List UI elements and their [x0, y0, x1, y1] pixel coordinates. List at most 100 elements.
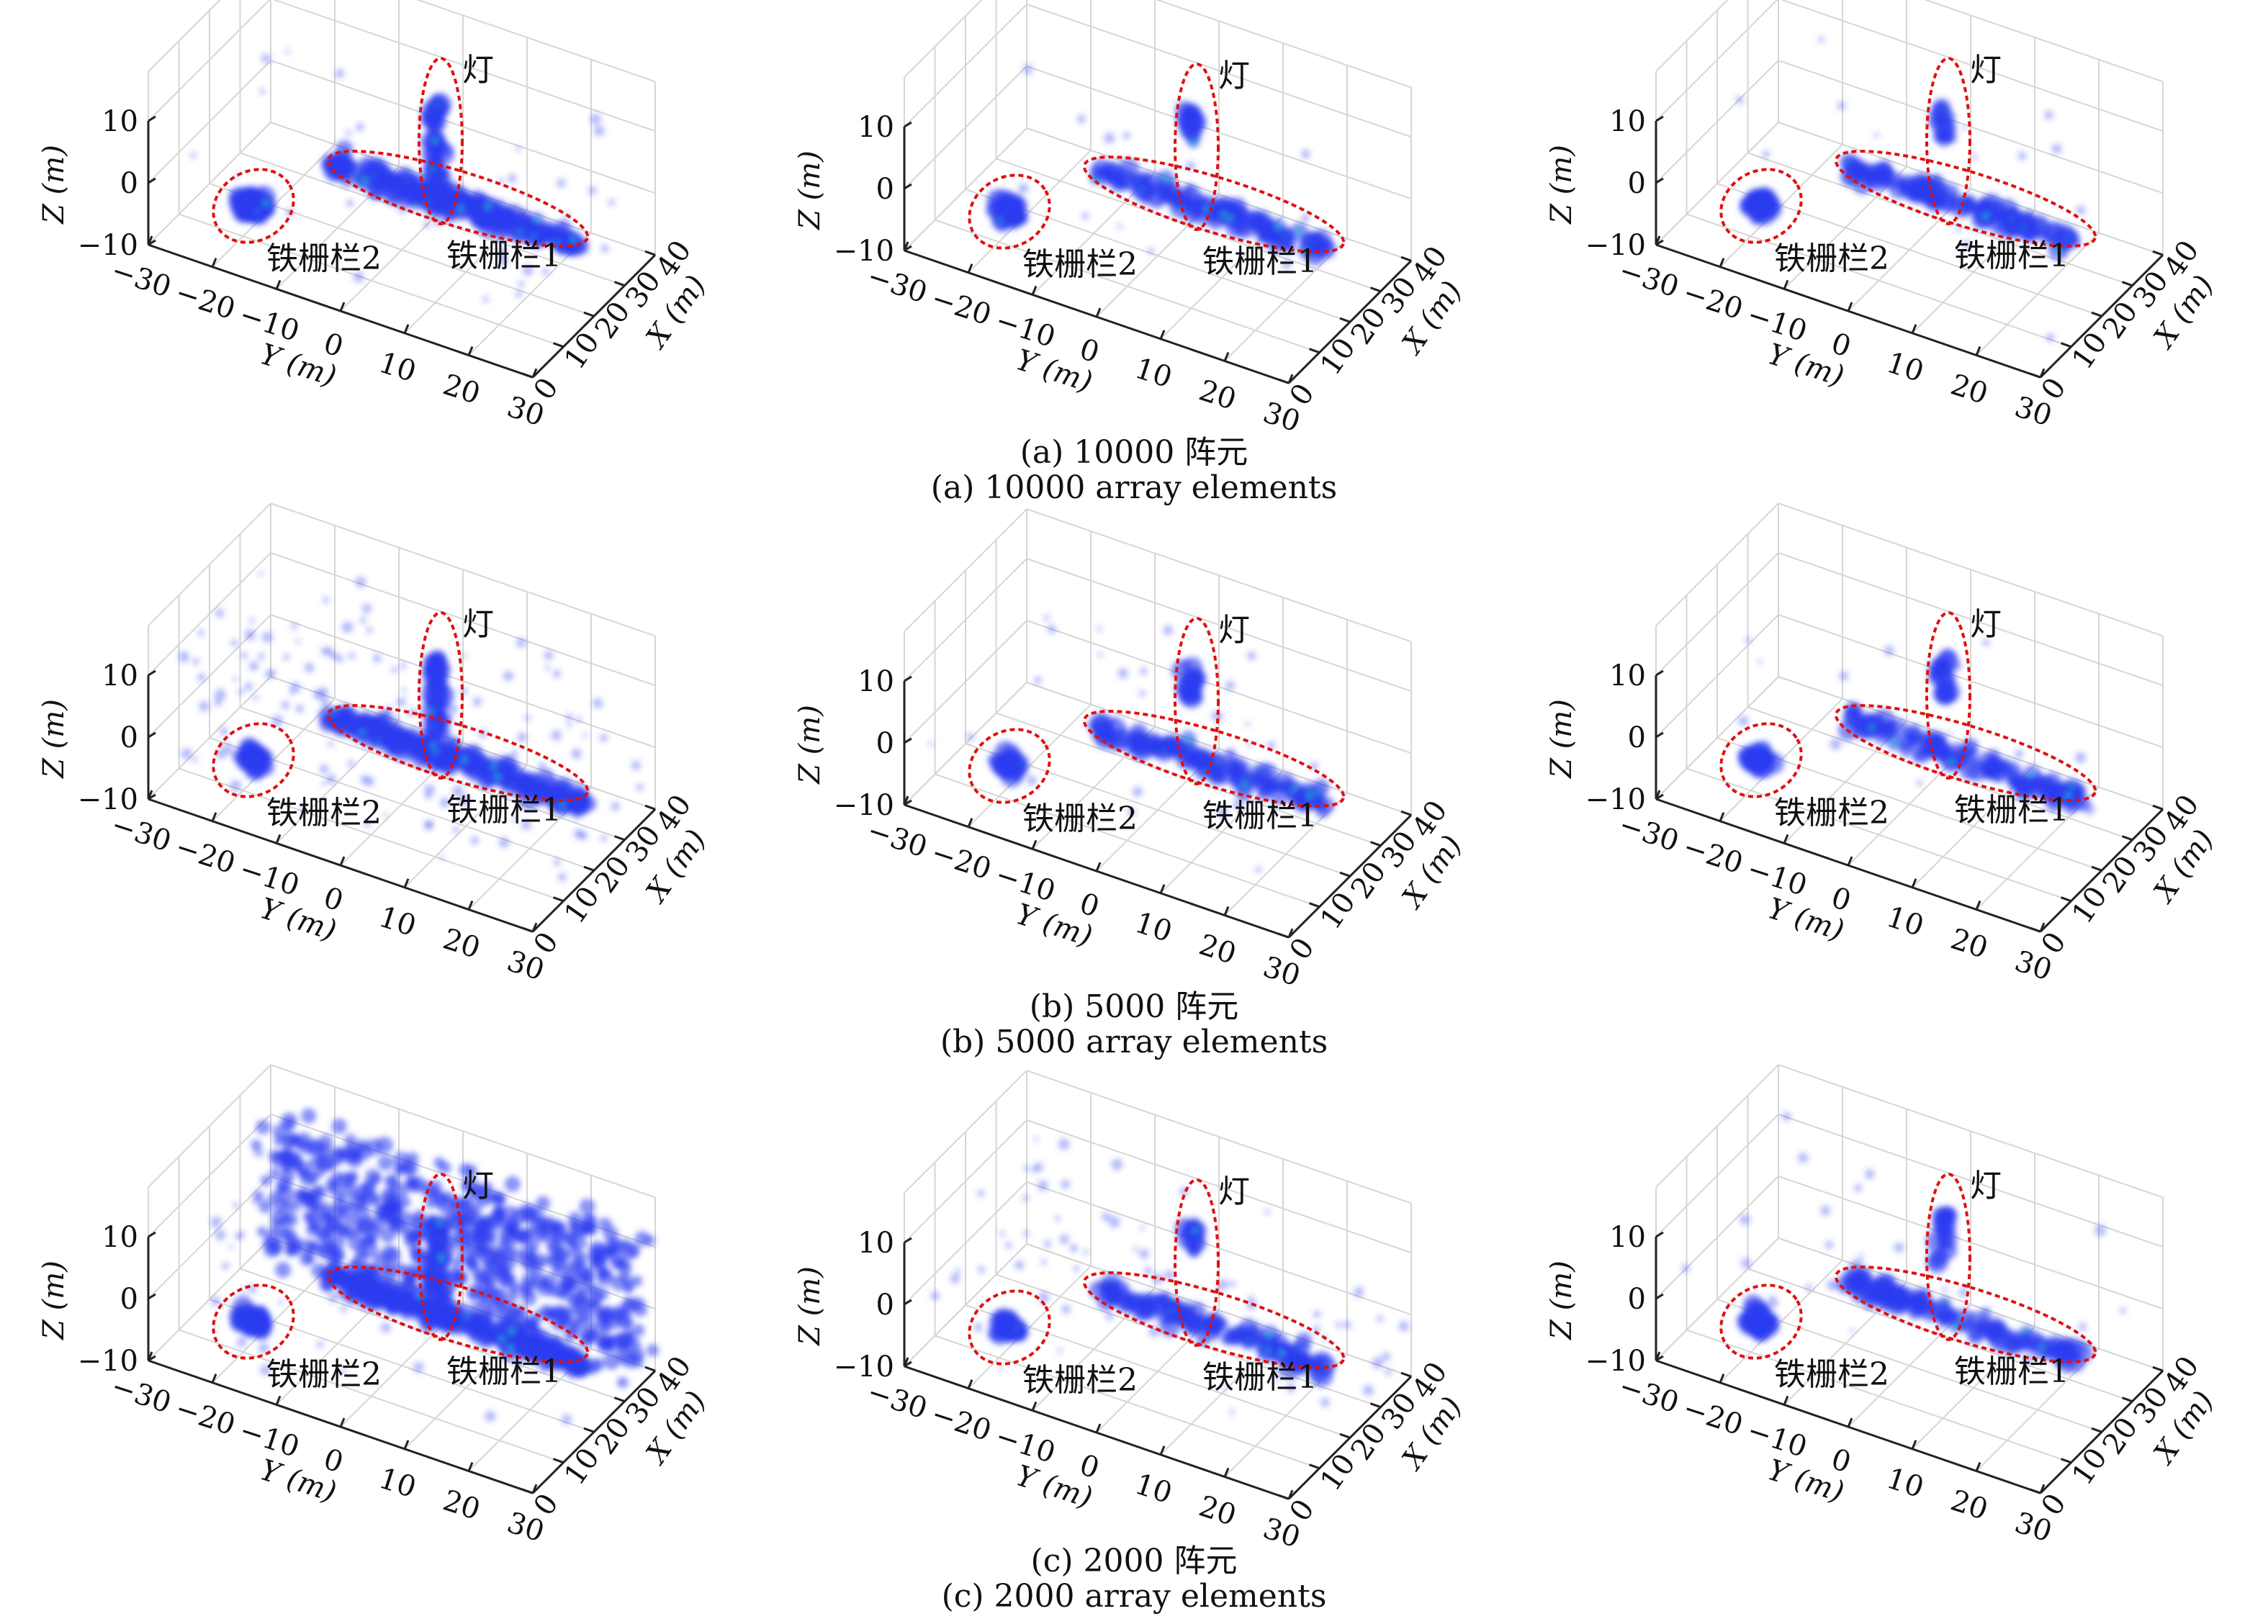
data-point	[230, 639, 238, 647]
data-point	[330, 651, 338, 660]
data-point	[511, 749, 518, 757]
data-point	[323, 597, 330, 604]
fence2-label: 铁栅栏2	[1774, 240, 1889, 277]
data-point	[380, 1322, 391, 1333]
data-point	[558, 872, 567, 882]
data-point	[325, 1241, 338, 1255]
grid-line	[1778, 122, 2164, 256]
data-point	[553, 858, 561, 866]
grid-line	[904, 66, 1027, 189]
data-point	[553, 669, 562, 678]
data-point	[598, 1217, 612, 1232]
y-tick	[275, 1395, 282, 1405]
data-point	[567, 722, 572, 728]
data-point	[222, 1262, 230, 1270]
data-point	[538, 762, 546, 770]
data-point	[1805, 1284, 1813, 1291]
data-point	[1995, 217, 2016, 238]
data-point	[1282, 259, 1292, 269]
data-point	[519, 1252, 536, 1268]
data-point	[547, 1286, 558, 1297]
data-point	[439, 143, 453, 157]
data-point	[557, 179, 566, 188]
caption-a-zh: (a) 10000 阵元	[1020, 434, 1248, 471]
data-point	[516, 637, 526, 648]
data-point	[258, 572, 264, 577]
data-point	[316, 1340, 324, 1348]
data-point	[1962, 125, 1968, 131]
data-point	[1754, 1313, 1770, 1330]
y-tick	[1159, 884, 1166, 894]
data-point	[616, 1376, 629, 1389]
grid-line	[1026, 66, 1412, 200]
data-point	[1751, 189, 1767, 205]
data-point	[372, 1252, 390, 1269]
data-point	[1164, 1297, 1184, 1317]
point-cloud	[1681, 1111, 2126, 1374]
z-tick-label: −10	[78, 1345, 138, 1378]
data-point	[1069, 1244, 1078, 1253]
data-point	[506, 1344, 514, 1352]
data-point	[1222, 1386, 1228, 1391]
data-point	[2046, 333, 2055, 342]
lamp-label: 灯	[1970, 52, 2002, 89]
data-point	[355, 1139, 369, 1152]
data-point	[278, 1299, 284, 1305]
data-point	[1229, 1280, 1236, 1287]
data-point	[564, 1330, 576, 1342]
grid-line	[1924, 0, 2164, 83]
grid-line	[904, 620, 1027, 744]
data-point	[1377, 1315, 1384, 1322]
data-point	[512, 816, 518, 822]
data-point	[277, 1149, 293, 1165]
data-point	[561, 1414, 572, 1425]
data-point	[439, 855, 445, 860]
data-point	[259, 89, 266, 95]
x-tick	[1369, 287, 1382, 293]
data-point	[215, 688, 226, 700]
data-point	[485, 1410, 496, 1422]
data-point	[600, 244, 609, 253]
y-tick	[147, 1351, 153, 1361]
data-point	[1937, 1206, 1955, 1224]
data-point	[1382, 1352, 1390, 1361]
x-tick	[644, 1366, 656, 1372]
data-point	[413, 1362, 424, 1373]
data-point	[1304, 244, 1326, 266]
data-point	[977, 1266, 986, 1273]
data-point	[1290, 790, 1304, 804]
data-point	[299, 1238, 315, 1253]
data-point	[1735, 96, 1745, 104]
data-point	[270, 670, 276, 676]
data-point	[1274, 1374, 1282, 1381]
fence2-ellipse	[212, 722, 295, 798]
data-point	[1225, 680, 1236, 691]
data-point	[459, 1196, 471, 1209]
data-point	[460, 756, 468, 764]
y-tick	[1031, 285, 1038, 295]
data-point	[343, 1134, 357, 1147]
data-point	[1139, 1249, 1149, 1259]
z-tick-label: −10	[834, 1350, 894, 1384]
data-point	[376, 1203, 391, 1218]
data-point	[1891, 739, 1899, 746]
data-point	[1739, 1214, 1750, 1225]
y-tick-label: −20	[171, 276, 240, 326]
data-point	[1132, 786, 1143, 797]
data-point	[236, 1337, 247, 1348]
data-point	[346, 1227, 359, 1240]
data-point	[485, 202, 492, 210]
data-point	[295, 639, 301, 644]
data-point	[1225, 220, 1243, 238]
data-point	[364, 820, 372, 828]
y-tick	[1719, 258, 1725, 268]
data-point	[210, 1217, 222, 1228]
z-tick	[1655, 1293, 1664, 1300]
data-point	[1301, 213, 1310, 222]
data-point	[1247, 741, 1253, 747]
caption-b-en: (b) 5000 array elements	[940, 1024, 1328, 1060]
data-point	[301, 1108, 317, 1124]
data-point	[1128, 732, 1149, 753]
y-tick-label: −20	[927, 836, 996, 886]
